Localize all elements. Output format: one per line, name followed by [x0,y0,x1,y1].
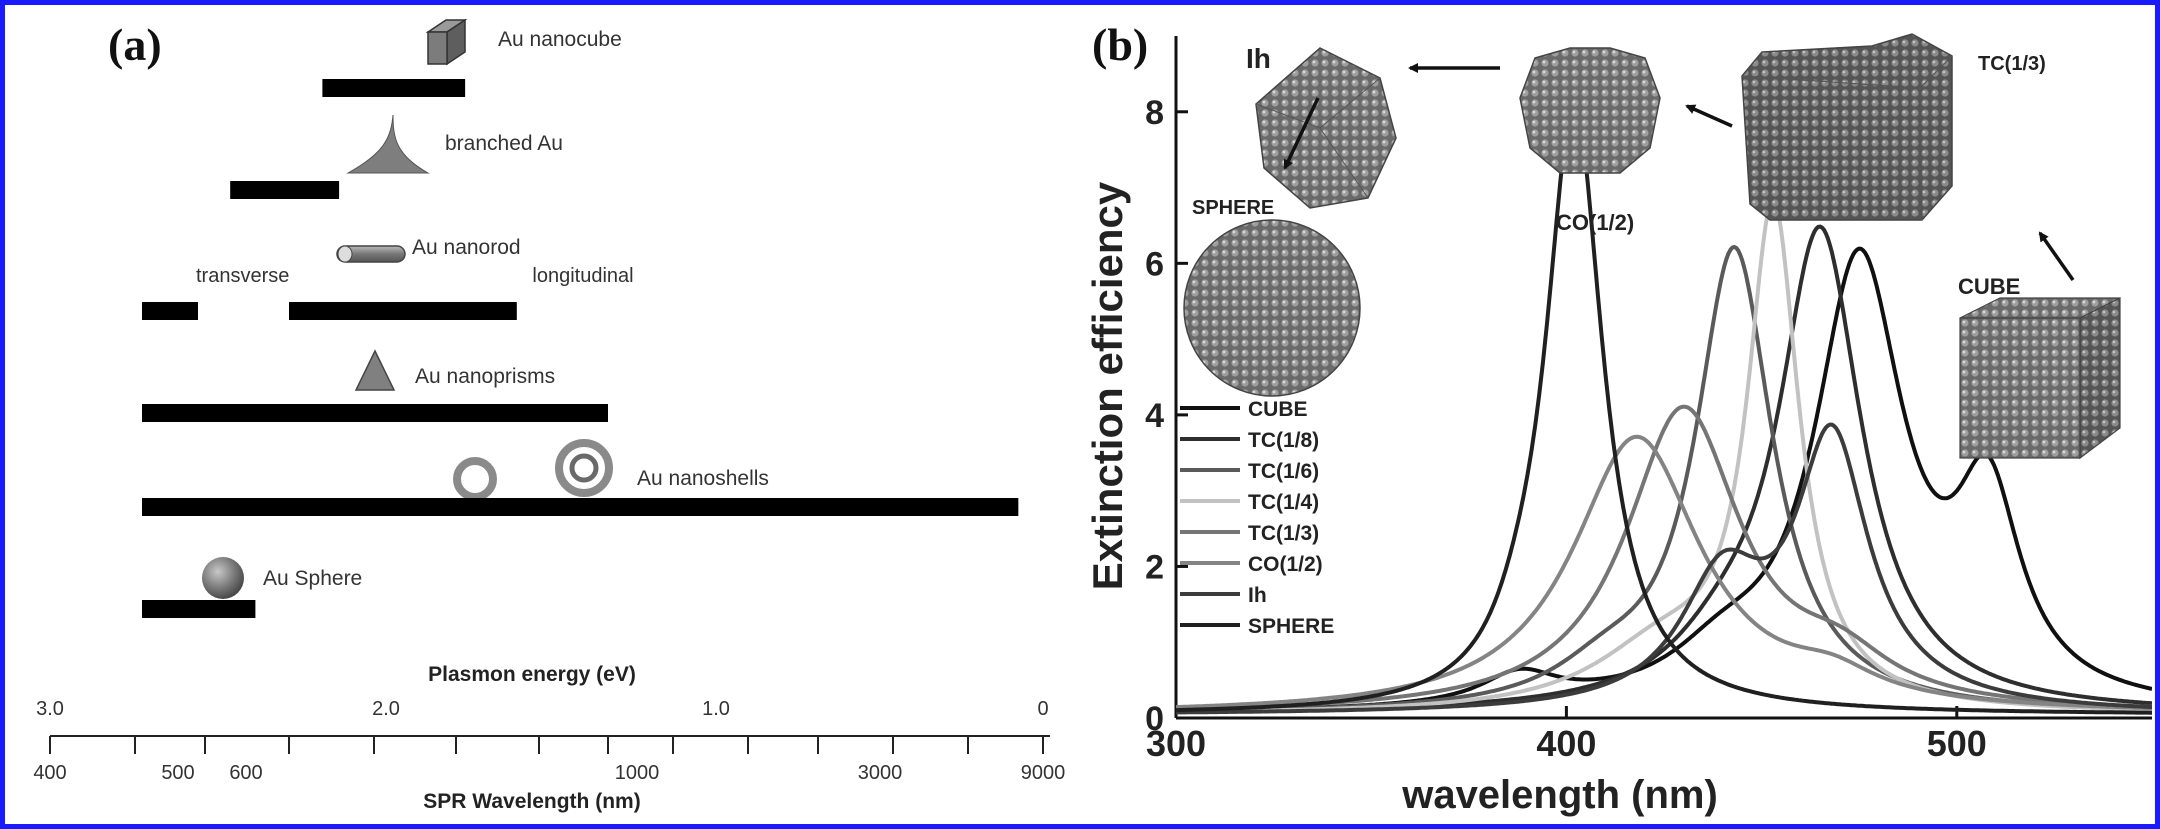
legend: CUBE TC(1/8) TC(1/6) TC(1/4) TC(1/3) CO(1/2) I… [1180,398,1334,638]
cuboctahedron-cluster-icon [1519,47,1661,174]
bar-sublabel: transverse [196,265,289,287]
x-tick-label: 300 [1146,723,1206,764]
row-label: Au Sphere [263,567,362,590]
axis-minor-ticks [49,736,1044,754]
panel-b-line-chart: (b) Extinction efficiency wavelength (nm… [1084,19,2152,817]
series-line [1176,434,2152,711]
y-tick-label: 8 [1145,94,1164,132]
spr-range-bar [322,79,466,97]
y-axis-label: Extinction efficiency [1084,181,1131,590]
sphere-cluster-icon [1183,219,1361,397]
truncated-cube-cluster-icon [1741,33,1953,221]
energy-tick-label: 0 [1037,698,1048,720]
spr-range-bar [289,302,517,320]
icosahedron-cluster-icon [1255,47,1397,209]
wavelength-tick-label: 400 [33,762,66,784]
inset-label-cube: CUBE [1958,274,2020,299]
energy-tick-label: 3.0 [36,698,64,720]
bar-sublabel: longitudinal [532,265,633,287]
wavelength-tick-label: 600 [229,762,262,784]
y-tick-label: 4 [1145,397,1164,435]
energy-axis-ticks: 3.0 2.0 1.0 0 [36,698,1048,720]
wavelength-axis-ticks: 400 500 600 1000 3000 9000 [33,762,1065,784]
row-label: Au nanoprisms [415,365,555,388]
y-tick-label: 6 [1145,245,1164,283]
spr-range-bar [142,498,1019,516]
legend-label: TC(1/8) [1248,429,1319,452]
inset-label-co: CO(1/2) [1556,210,1634,235]
ring-icon [453,439,613,501]
series-line [1176,100,2152,715]
energy-axis-label: Plasmon energy (eV) [428,663,636,686]
row-label: branched Au [445,132,563,155]
spr-range-bar [142,404,608,422]
legend-label: SPHERE [1248,615,1334,638]
axis-area: Plasmon energy (eV) SPR Wavelength (nm) … [33,663,1065,813]
wavelength-axis-label: SPR Wavelength (nm) [423,790,640,813]
series-line [1176,422,2152,715]
sphere-icon [202,557,244,599]
inset-label-tc13: TC(1/3) [1978,53,2046,75]
cube-icon [425,18,468,66]
wavelength-tick-label: 3000 [858,762,903,784]
plot-axes: 0 2 4 6 8 300 400 500 [1145,36,2152,764]
legend-label: CO(1/2) [1248,553,1323,576]
legend-label: TC(1/3) [1248,522,1319,545]
legend-label: Ih [1248,584,1267,607]
legend-label: TC(1/4) [1248,491,1319,514]
panel-a-bar-chart: (a) Au nanocube branched Au Au nanorod tran… [33,18,1065,813]
row-label: Au nanorod [412,236,521,259]
transition-arrows [1283,63,2075,282]
x-axis-label: wavelength (nm) [1401,773,1718,817]
row-label: Au nanocube [498,28,622,51]
wavelength-tick-label: 1000 [615,762,660,784]
x-tick-label: 400 [1536,723,1596,764]
legend-label: CUBE [1248,398,1308,421]
panel-a-rows: Au nanocube branched Au Au nanorod transver… [142,28,1019,618]
wavelength-tick-label: 9000 [1021,762,1066,784]
energy-tick-label: 1.0 [702,698,730,720]
panel-a-label: (a) [108,19,162,70]
inset-label-ih: Ih [1246,43,1271,74]
spr-range-bar [142,302,198,320]
branched-star-icon [346,114,430,174]
row-label: Au nanoshells [637,467,769,490]
x-tick-label: 500 [1927,723,1987,764]
triangle-icon [354,349,396,391]
rod-icon [336,245,406,263]
insets: Ih SPHERE CO(1/2) TC(1/3) CUBE [1183,33,2121,460]
cube-cluster-icon [1959,297,2121,460]
spr-range-bar [142,600,256,618]
panel-b-label: (b) [1092,19,1148,70]
y-tick-label: 0 [1145,700,1164,738]
legend-label: TC(1/6) [1248,460,1319,483]
wavelength-tick-label: 500 [161,762,194,784]
spr-range-bar [230,181,340,199]
inset-label-sphere: SPHERE [1192,197,1274,219]
y-tick-label: 2 [1145,548,1164,586]
energy-tick-label: 2.0 [372,698,400,720]
